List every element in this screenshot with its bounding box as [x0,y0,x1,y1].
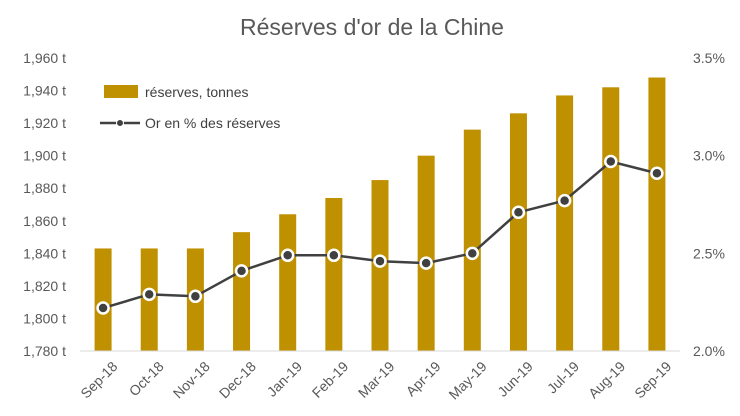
legend-line-label: Or en % des réserves [145,115,280,131]
line-point-Sep-19 [650,166,664,180]
right-axis: 2.0% 2.5% 3.0% 3.5% [693,50,725,359]
x-tick-label: Feb-19 [309,358,352,401]
line-point-Dec-18 [234,264,249,278]
x-tick-label: May-19 [445,358,489,402]
bar-May-19 [463,129,481,351]
legend-line-marker [116,119,124,127]
bar-Feb-19 [325,197,343,351]
legend-bar-label: réserves, tonnes [145,84,249,100]
line-point-Jun-19 [511,205,526,220]
x-tick-label: Oct-18 [126,358,167,399]
x-tick-label: Mar-19 [355,358,398,401]
x-tick-label: Jan-19 [264,358,306,400]
left-axis: 1,780 t 1,800 t 1,820 t 1,840 t 1,860 t 1,880… [23,50,66,359]
line-point-Feb-19 [327,248,341,263]
x-tick-label: Apr-19 [403,358,444,399]
left-tick-label: 1,880 t [23,180,66,196]
right-tick-label: 2.5% [693,245,725,261]
x-tick-label: Sep-19 [631,358,674,401]
left-tick-label: 1,820 t [23,278,66,294]
line-point-May-19 [465,246,480,261]
bar-Dec-18 [233,232,251,351]
bar-Aug-19 [602,87,620,352]
line-point-Aug-19 [604,154,618,169]
x-tick-label: Jun-19 [494,358,536,400]
left-tick-label: 1,860 t [23,213,66,229]
left-tick-label: 1,800 t [23,310,66,326]
bar-Apr-19 [417,155,435,351]
right-tick-label: 3.5% [693,50,725,66]
left-tick-label: 1,900 t [23,148,66,164]
line-point-Jul-19 [557,193,572,208]
left-tick-label: 1,840 t [23,245,66,261]
bar-Sep-18 [94,248,112,351]
bar-Jul-19 [556,95,574,351]
x-tick-label: Aug-19 [585,358,628,401]
bar-Jun-19 [509,113,527,351]
right-tick-label: 2.0% [693,343,725,359]
line-point-Mar-19 [373,254,387,268]
line-point-Sep-18 [96,301,110,315]
right-tick-label: 3.0% [693,148,725,164]
bar-Sep-19 [648,77,666,351]
chart-title: Réserves d'or de la Chine [240,14,504,40]
x-tick-label: Dec-18 [216,358,259,401]
x-tick-label: Sep-18 [77,358,120,401]
legend-bar-swatch [104,85,138,98]
left-tick-label: 1,960 t [23,50,66,66]
legend: réserves, tonnes Or en % des réserves [100,84,280,131]
line-point-Jan-19 [280,248,295,263]
left-tick-label: 1,780 t [23,343,66,359]
left-tick-label: 1,920 t [23,115,66,131]
line-point-Apr-19 [419,256,433,270]
x-axis: Sep-18 Oct-18 Nov-18 Dec-18 Jan-19 Feb-19 Mar-… [77,350,680,402]
line-point-Nov-18 [188,289,203,304]
line-point-Oct-18 [142,287,156,302]
x-tick-label: Nov-18 [170,358,213,401]
x-tick-label: Jul-19 [544,358,582,396]
bar-Jan-19 [279,214,297,351]
left-tick-label: 1,940 t [23,83,66,99]
line-layer [96,154,664,315]
